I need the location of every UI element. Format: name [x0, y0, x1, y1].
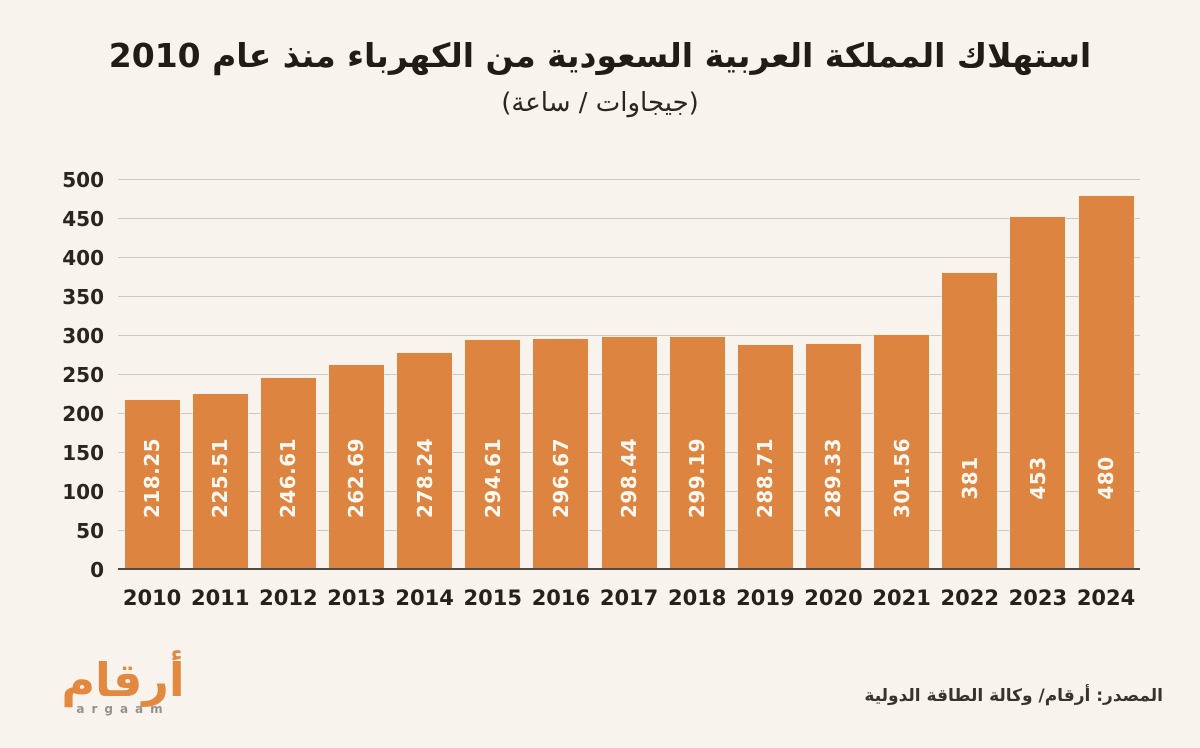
bar-value-label: 294.61 [480, 437, 505, 519]
chart-subtitle: (جيجاوات / ساعة) [501, 88, 699, 118]
y-tick-label: 150 [62, 441, 104, 465]
x-tick-label-2014: 2014 [395, 586, 454, 610]
bar-value-label: 246.61 [276, 437, 301, 519]
source-text: المصدر: أرقام/ وكالة الطاقة الدولية [864, 686, 1163, 706]
y-tick-label: 300 [62, 324, 104, 348]
bar-slot-2010: 218.25 [118, 180, 186, 570]
argaam-logo-latin: argaam [76, 701, 170, 716]
bar-slot-2016: 296.67 [527, 180, 595, 570]
bar-value-label: 262.69 [344, 437, 369, 519]
bar-2015: 294.61 [465, 340, 521, 570]
bar-value-label: 299.19 [685, 437, 710, 519]
bar-2024: 480 [1078, 195, 1134, 570]
bar-slot-2021: 301.56 [868, 180, 936, 570]
y-tick-label: 100 [62, 480, 104, 504]
bar-2011: 225.51 [192, 394, 248, 570]
x-axis-labels: 2010 2011 2012 2013 2014 2015 2016 2017 2018 2019… [118, 586, 1140, 610]
bar-slot-2018: 299.19 [663, 180, 731, 570]
y-tick-label: 250 [62, 363, 104, 387]
argaam-logo: أرقام argaam [58, 655, 188, 716]
y-tick-label: 200 [62, 402, 104, 426]
chart-title: استهلاك المملكة العربية السعودية من الكه… [108, 36, 1092, 75]
gridline [118, 257, 1140, 258]
argaam-logo-arabic: أرقام [61, 653, 185, 707]
x-tick-label-2024: 2024 [1076, 586, 1136, 610]
bar-value-label: 296.67 [548, 437, 573, 519]
x-axis-line [118, 568, 1140, 570]
bar-2013: 262.69 [328, 365, 384, 570]
bar-slot-2019: 288.71 [731, 180, 799, 570]
x-tick-label-2012: 2012 [259, 586, 318, 610]
bar-slot-2014: 278.24 [391, 180, 459, 570]
bar-value-label: 381 [957, 456, 982, 500]
y-tick-label: 350 [62, 285, 104, 309]
x-tick-label-2023: 2023 [1008, 586, 1068, 610]
bar-slot-2020: 289.33 [799, 180, 867, 570]
bar-series: 218.25 225.51 246.61 262.69 278.24 294.61 296.… [118, 180, 1140, 570]
bar-value-label: 218.25 [140, 437, 165, 519]
x-tick-label-2018: 2018 [667, 586, 727, 610]
x-tick-label-2010: 2010 [122, 586, 182, 610]
bar-2014: 278.24 [397, 352, 453, 570]
x-tick-label-2022: 2022 [940, 586, 999, 610]
bar-2017: 298.44 [601, 337, 657, 570]
bar-slot-2024: 480 [1072, 180, 1140, 570]
bar-slot-2017: 298.44 [595, 180, 663, 570]
x-tick-label-2011: 2011 [190, 586, 250, 610]
y-tick-label: 500 [62, 168, 104, 192]
bar-2012: 246.61 [260, 377, 316, 570]
bar-2023: 453 [1010, 216, 1066, 570]
x-tick-label-2013: 2013 [327, 586, 386, 610]
bar-value-label: 288.71 [753, 437, 778, 519]
y-tick-label: 50 [76, 519, 104, 543]
bar-value-label: 298.44 [617, 437, 642, 519]
bar-2019: 288.71 [737, 344, 793, 570]
x-tick-label-2017: 2017 [599, 586, 659, 610]
x-tick-label-2020: 2020 [804, 586, 863, 610]
bar-2016: 296.67 [533, 338, 589, 570]
bar-value-label: 225.51 [208, 437, 233, 519]
bar-2020: 289.33 [805, 344, 861, 570]
bar-slot-2023: 453 [1004, 180, 1072, 570]
bar-2018: 299.19 [669, 336, 725, 570]
gridline [118, 296, 1140, 297]
y-tick-label: 0 [90, 558, 104, 582]
bar-value-label: 278.24 [412, 437, 437, 519]
y-axis-labels: 0 50 100 150 200 250 300 350 400 450 500 [0, 170, 104, 580]
y-tick-label: 450 [62, 207, 104, 231]
x-tick-label-2021: 2021 [872, 586, 931, 610]
bar-2021: 301.56 [874, 334, 930, 570]
bar-slot-2013: 262.69 [322, 180, 390, 570]
gridline [118, 335, 1140, 336]
bar-slot-2022: 381 [936, 180, 1004, 570]
gridline [118, 218, 1140, 219]
bar-slot-2011: 225.51 [186, 180, 254, 570]
x-tick-label-2016: 2016 [531, 586, 591, 610]
x-tick-label-2015: 2015 [463, 586, 522, 610]
y-tick-label: 400 [62, 246, 104, 270]
chart-header: استهلاك المملكة العربية السعودية من الكه… [0, 36, 1200, 118]
gridline [118, 179, 1140, 180]
x-tick-label-2019: 2019 [736, 586, 795, 610]
bar-slot-2015: 294.61 [459, 180, 527, 570]
bar-value-label: 289.33 [821, 437, 846, 519]
bar-value-label: 453 [1025, 456, 1050, 500]
bar-value-label: 480 [1094, 456, 1119, 500]
bar-value-label: 301.56 [889, 437, 914, 519]
bar-2010: 218.25 [124, 399, 180, 570]
bar-slot-2012: 246.61 [254, 180, 322, 570]
bar-2022: 381 [942, 272, 998, 570]
